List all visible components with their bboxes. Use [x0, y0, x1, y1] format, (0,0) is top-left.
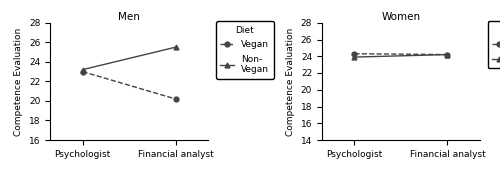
Y-axis label: Competence Evaluation: Competence Evaluation — [286, 27, 295, 135]
Y-axis label: Competence Evaluation: Competence Evaluation — [14, 27, 23, 135]
Legend: Vegan, Non-Vegan: Vegan, Non-Vegan — [488, 21, 500, 68]
Title: Men: Men — [118, 12, 140, 22]
Title: Women: Women — [382, 12, 420, 22]
Legend: Vegan, Non-
Vegan: Vegan, Non- Vegan — [216, 21, 274, 79]
